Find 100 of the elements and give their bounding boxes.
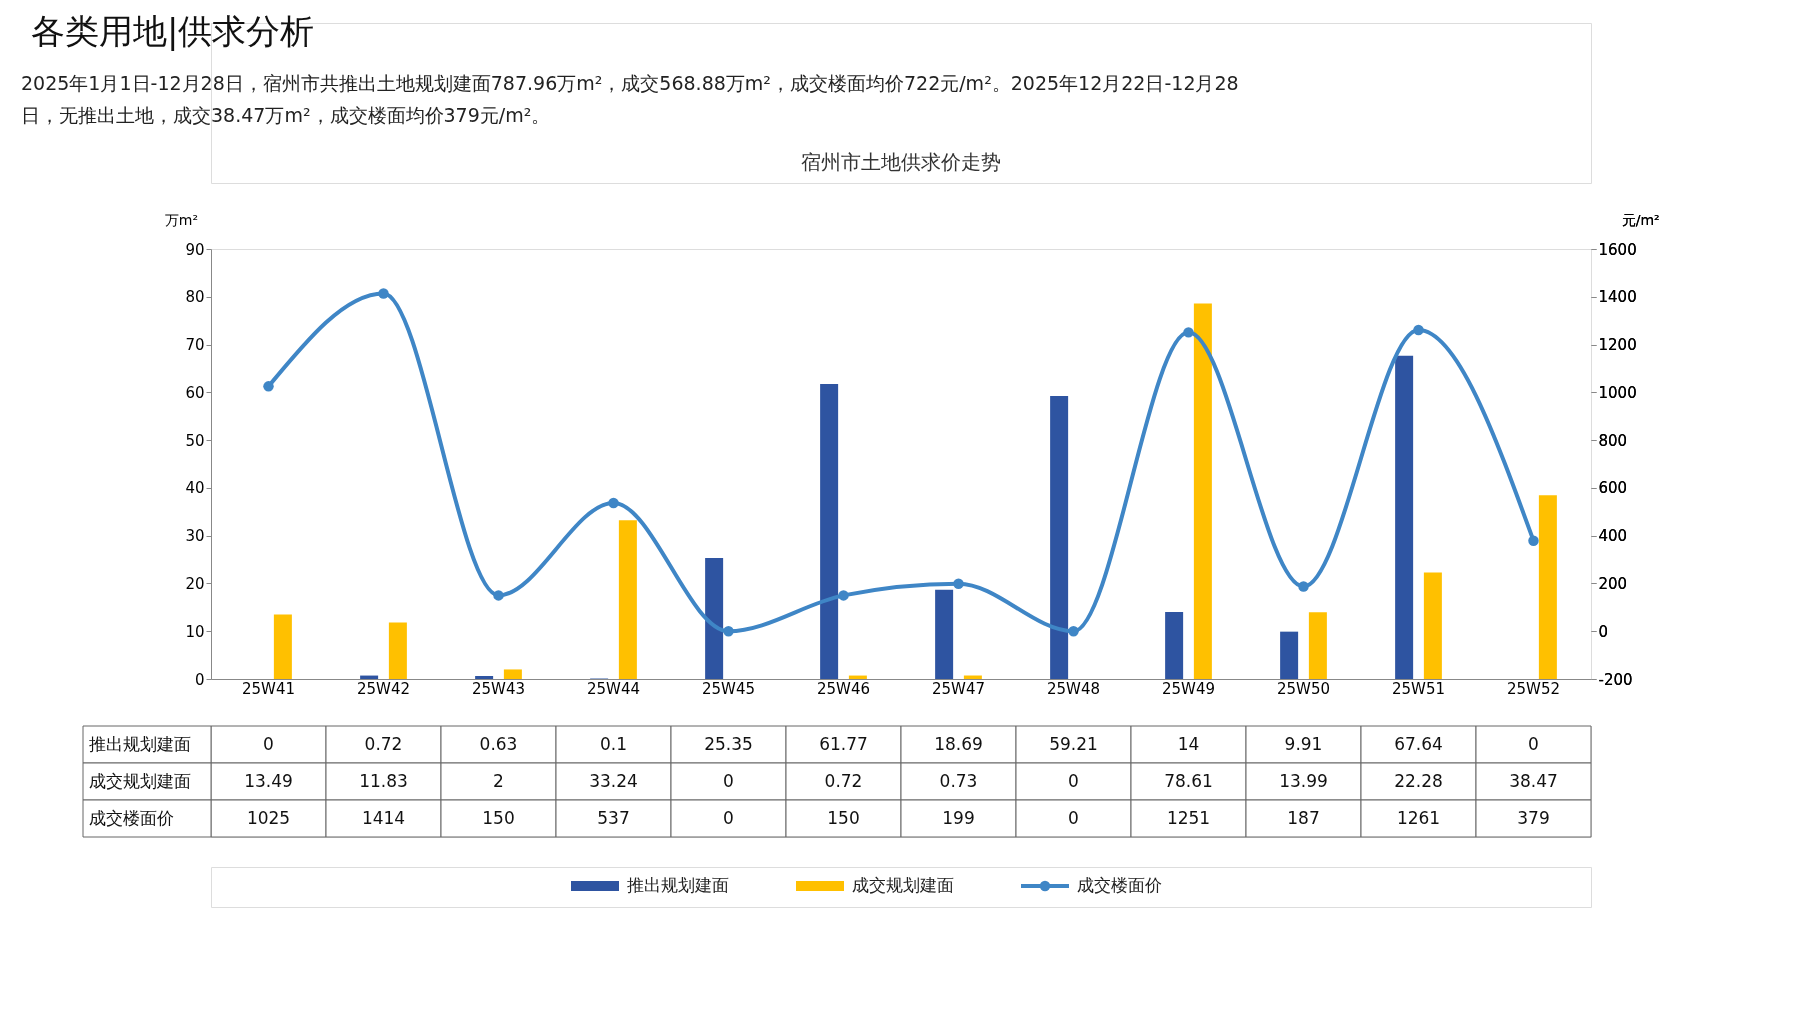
data-label: 61.77 (819, 733, 868, 754)
data-label: 38.47 (1509, 770, 1558, 791)
point (838, 590, 849, 601)
data-label: 59.21 (1049, 733, 1098, 754)
text: 成交楼面价 (89, 807, 174, 828)
data-label: 537 (597, 807, 630, 828)
data-label: 0.73 (939, 770, 978, 791)
data-label: 199 (942, 807, 975, 828)
point (1068, 625, 1079, 637)
data-label: 67.64 (1394, 733, 1443, 754)
bar (475, 675, 494, 679)
text: 2025年1月1日-12月28日，宿州市共推出土地规划建面787.96万m²，成交568.88万m²，成交楼面均价722元/m²。2025年12月22日-12月28日，无推出土地，成交38.47万m²，成交楼面均价379元/m²。 (21, 72, 1239, 126)
x-tick-label: 25W44 (586, 679, 641, 698)
bar (820, 383, 839, 679)
data-label: 22.28 (1394, 770, 1443, 791)
data-label: 0 (263, 733, 274, 754)
x-tick-label: 25W45 (701, 679, 756, 698)
x-tick-label: 25W49 (1161, 679, 1216, 698)
data-label: 150 (827, 807, 860, 828)
point (953, 578, 964, 589)
y2-tick-label: 200 (1598, 574, 1628, 593)
point (1528, 535, 1539, 546)
x-tick-label: 25W52 (1506, 679, 1561, 698)
data-label: 0.63 (479, 733, 518, 754)
x-tick-label: 25W47 (931, 679, 986, 698)
y2-tick-label: 0 (1598, 622, 1609, 641)
y2-axis-title: 元/m² (1621, 211, 1660, 228)
bar (388, 622, 407, 679)
point (1413, 324, 1424, 336)
data-label: 18.69 (934, 733, 983, 754)
y-tick-label: 70 (185, 336, 205, 355)
bar (1050, 396, 1069, 679)
text: 推出规划建面 (89, 733, 191, 754)
data-label: 0.72 (824, 770, 863, 791)
text: 成交规划建面 (89, 770, 191, 791)
point (263, 381, 274, 392)
y-tick-label: 50 (185, 431, 205, 450)
bar (1423, 572, 1442, 679)
bar (705, 557, 724, 679)
y-tick-label: 40 (185, 479, 205, 498)
point (1298, 581, 1309, 592)
legend-label: 成交楼面价 (1077, 875, 1162, 895)
x-tick-label: 25W43 (471, 679, 526, 698)
data-label: 1025 (246, 807, 291, 828)
bar (273, 614, 292, 679)
point (493, 590, 504, 601)
y2-tick-label: -200 (1598, 670, 1633, 689)
y2-tick-label: 600 (1598, 479, 1628, 498)
data-label: 0.1 (599, 733, 628, 754)
y2-tick-label: 1600 (1598, 240, 1637, 259)
y-tick-label: 0 (194, 670, 205, 689)
data-label: 0 (723, 770, 734, 791)
x-tick-label: 25W41 (241, 679, 296, 698)
bar (1538, 495, 1557, 679)
point (608, 497, 619, 509)
data-label: 0.72 (364, 733, 403, 754)
data-label: 9.91 (1284, 733, 1323, 754)
data-label: 1414 (361, 807, 406, 828)
x-tick-label: 25W48 (1046, 679, 1101, 698)
point (378, 288, 389, 299)
y2-tick-label: 400 (1598, 527, 1628, 546)
data-label: 0 (1068, 770, 1079, 791)
bar (503, 669, 522, 679)
data-label: 25.35 (704, 733, 753, 754)
bar (1308, 612, 1327, 679)
data-label: 1251 (1166, 807, 1211, 828)
bar (1165, 612, 1184, 679)
y2-tick-label: 1400 (1598, 288, 1637, 307)
x-tick-label: 25W50 (1276, 679, 1331, 698)
y-tick-label: 20 (185, 574, 205, 593)
data-label: 78.61 (1164, 770, 1213, 791)
text: 各类用地|供求分析 (31, 11, 315, 51)
data-label: 150 (482, 807, 515, 828)
data-label: 187 (1287, 807, 1320, 828)
y-tick-label: 10 (185, 622, 205, 641)
y-tick-label: 90 (185, 240, 205, 259)
y-tick-label: 60 (185, 383, 205, 402)
y2-tick-label: 1000 (1598, 383, 1637, 402)
data-label: 33.24 (589, 770, 638, 791)
x-tick-label: 25W46 (816, 679, 871, 698)
bar (935, 589, 954, 679)
legend-label: 成交规划建面 (852, 875, 954, 895)
data-label: 1261 (1396, 807, 1441, 828)
data-label: 0 (723, 807, 734, 828)
data-label: 0 (1528, 733, 1539, 754)
data-label: 14 (1177, 733, 1200, 754)
point (1183, 327, 1194, 338)
y2-tick-label: 1200 (1598, 336, 1637, 355)
data-label: 379 (1517, 807, 1550, 828)
y2-tick-label: 800 (1598, 431, 1628, 450)
data-label: 2 (493, 770, 504, 791)
legend-label: 推出规划建面 (627, 875, 729, 895)
y-tick-label: 30 (185, 527, 205, 546)
y-axis-title: 万m² (164, 211, 199, 228)
x-tick-label: 25W51 (1391, 679, 1446, 698)
data-label: 0 (1068, 807, 1079, 828)
bar (1395, 355, 1414, 679)
point (723, 625, 734, 637)
data-label: 13.99 (1279, 770, 1328, 791)
chart-title: 宿州市土地供求价走势 (801, 150, 1001, 174)
